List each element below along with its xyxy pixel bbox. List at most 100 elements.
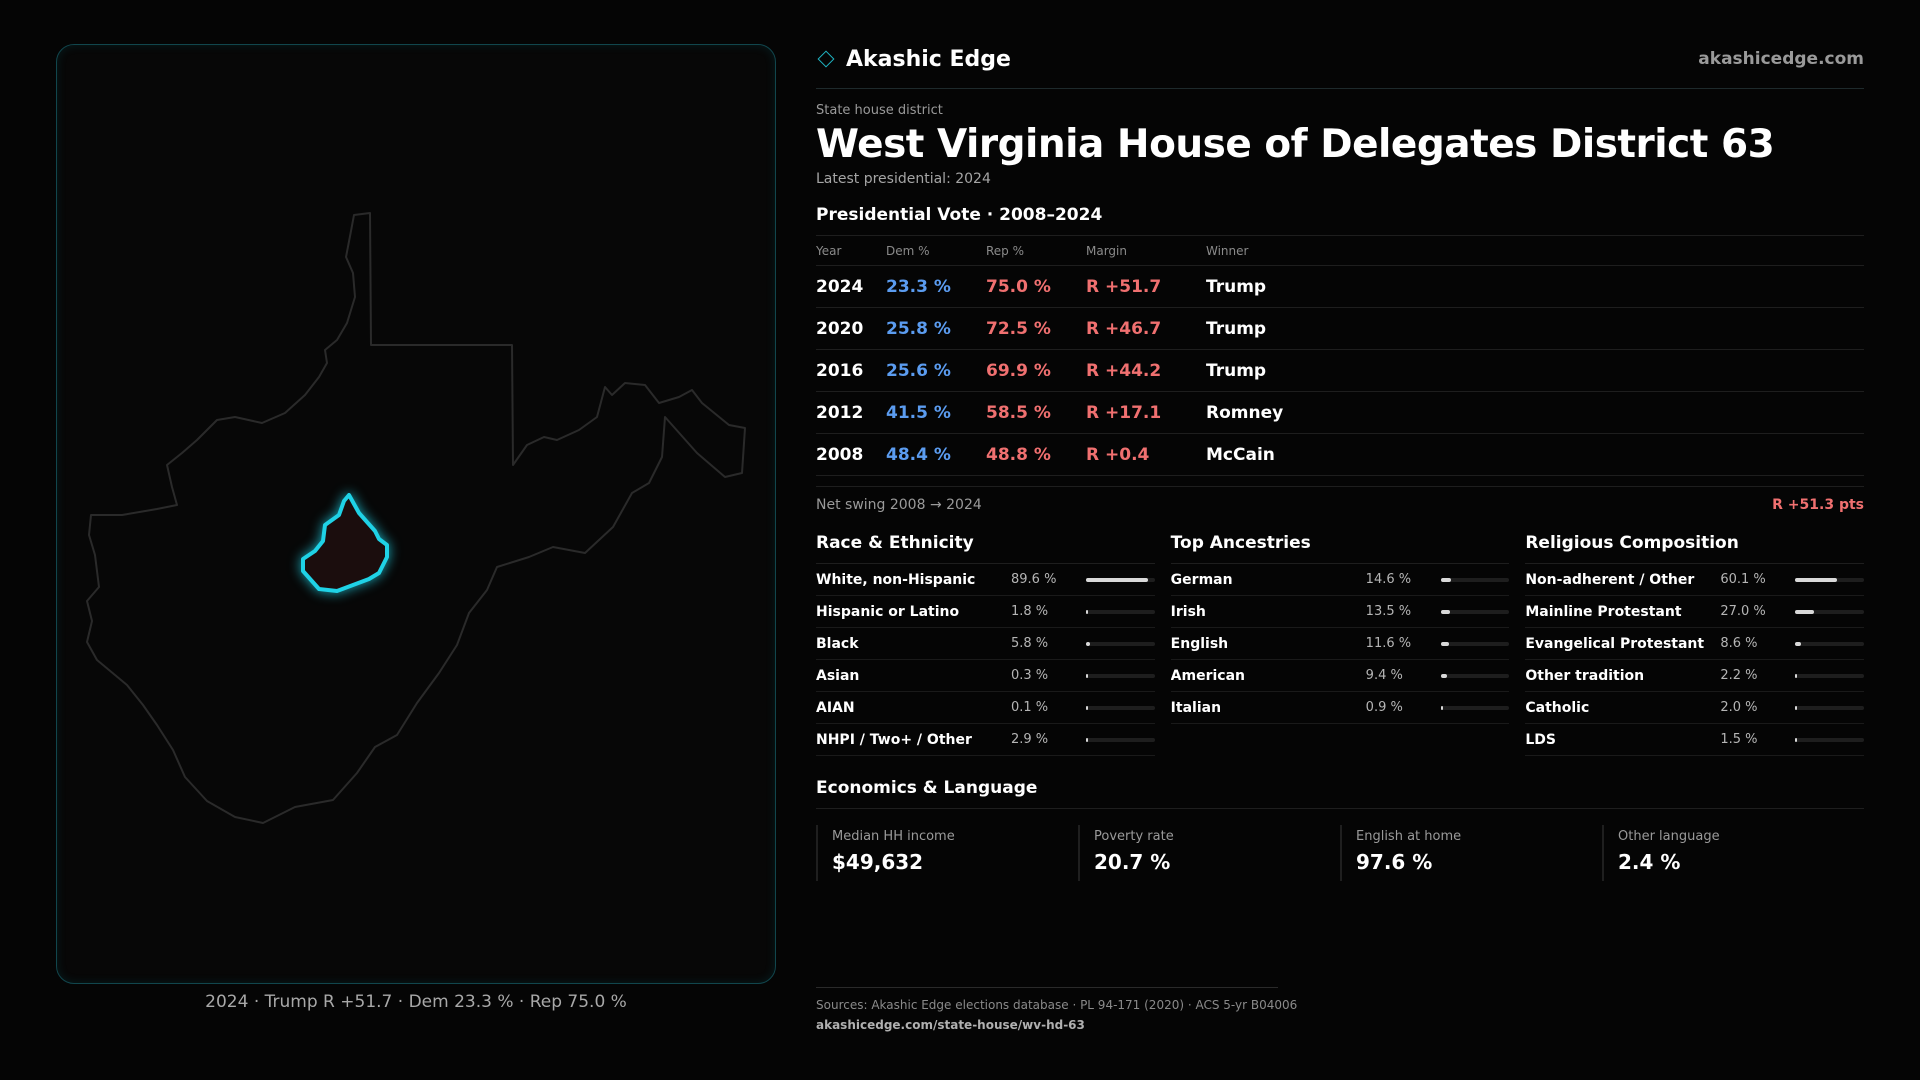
col-year: Year <box>816 235 886 266</box>
bar-track <box>1086 641 1155 646</box>
item-value: 2.9 % <box>1011 732 1049 747</box>
presidential-vote-table: Year Dem % Rep % Margin Winner 2024 23.3… <box>816 235 1864 476</box>
item-value: 11.6 % <box>1365 636 1412 651</box>
bar-track <box>1795 641 1865 646</box>
list-item: Mainline Protestant 27.0 % <box>1525 596 1865 628</box>
state-map <box>86 212 746 824</box>
item-value: 2.2 % <box>1720 668 1758 683</box>
item-label: White, non-Hispanic <box>816 571 976 588</box>
cell-rep: 69.9 % <box>986 349 1086 392</box>
econ-poverty-rate: Poverty rate 20.7 % <box>1078 825 1340 881</box>
divider <box>816 88 1864 89</box>
table-row: 2012 41.5 % 58.5 % R +17.1 Romney <box>816 391 1864 434</box>
cell-margin: R +51.7 <box>1086 265 1206 308</box>
econ-label: English at home <box>1356 829 1462 844</box>
item-label: Asian <box>816 667 860 684</box>
religious-composition-list: Non-adherent / Other 60.1 % Mainline Prote… <box>1525 563 1865 756</box>
cell-dem: 41.5 % <box>886 391 986 434</box>
bar-fill <box>1795 673 1798 678</box>
list-item: English 11.6 % <box>1170 628 1510 660</box>
bar-fill <box>1795 609 1814 614</box>
bar-track <box>1440 577 1510 582</box>
item-value: 14.6 % <box>1365 572 1412 587</box>
cell-dem: 23.3 % <box>886 265 986 308</box>
econ-value: 97.6 % <box>1356 850 1433 874</box>
cell-year: 2016 <box>816 349 886 392</box>
bar-fill <box>1795 705 1798 710</box>
bar-fill <box>1086 609 1088 614</box>
footer: Sources: Akashic Edge elections database… <box>816 987 1297 1032</box>
list-item: Black 5.8 % <box>816 628 1155 660</box>
net-swing-value: R +51.3 pts <box>1772 497 1864 513</box>
map-caption: 2024 · Trump R +51.7 · Dem 23.3 % · Rep … <box>205 992 627 1012</box>
item-value: 0.9 % <box>1365 700 1403 715</box>
item-value: 2.0 % <box>1720 700 1758 715</box>
col-rep: Rep % <box>986 235 1086 266</box>
bar-track <box>1795 673 1865 678</box>
bar-fill <box>1440 609 1450 614</box>
latest-presidential: Latest presidential: 2024 <box>816 171 991 187</box>
bar-fill <box>1086 673 1088 678</box>
top-ancestries-section: Top Ancestries German 14.6 % Irish 13.5 % En… <box>1170 533 1510 756</box>
list-item: Irish 13.5 % <box>1170 596 1510 628</box>
bar-fill <box>1440 641 1449 646</box>
econ-english-at-home: English at home 97.6 % <box>1340 825 1602 881</box>
item-label: NHPI / Two+ / Other <box>816 731 972 748</box>
item-label: Irish <box>1170 603 1206 620</box>
list-item: NHPI / Two+ / Other 2.9 % <box>816 724 1155 756</box>
item-label: Hispanic or Latino <box>816 603 960 620</box>
econ-label: Poverty rate <box>1094 829 1174 844</box>
item-label: Mainline Protestant <box>1525 603 1682 620</box>
district-63-shape[interactable] <box>301 493 389 593</box>
item-value: 27.0 % <box>1720 604 1766 619</box>
list-item: German 14.6 % <box>1170 564 1510 596</box>
cell-year: 2012 <box>816 391 886 434</box>
cell-margin: R +44.2 <box>1086 349 1206 392</box>
bar-track <box>1086 577 1155 582</box>
bar-track <box>1440 705 1510 710</box>
cell-year: 2008 <box>816 433 886 476</box>
item-label: English <box>1170 635 1229 652</box>
bar-track <box>1440 609 1510 614</box>
page-title: West Virginia House of Delegates Distric… <box>816 122 1775 167</box>
list-item: Evangelical Protestant 8.6 % <box>1525 628 1865 660</box>
list-item: Italian 0.9 % <box>1170 692 1510 724</box>
diamond-outline-icon <box>817 50 835 68</box>
brand-url[interactable]: akashicedge.com <box>1698 49 1864 69</box>
cell-rep: 75.0 % <box>986 265 1086 308</box>
table-header-row: Year Dem % Rep % Margin Winner <box>816 235 1864 266</box>
econ-label: Other language <box>1618 829 1720 844</box>
footer-url[interactable]: akashicedge.com/state-house/wv-hd-63 <box>816 1018 1085 1032</box>
bar-track <box>1795 737 1865 742</box>
item-label: Black <box>816 635 859 652</box>
religious-composition-title: Religious Composition <box>1525 533 1739 553</box>
item-label: AIAN <box>816 699 855 716</box>
item-label: Catholic <box>1525 699 1590 716</box>
econ-value: 20.7 % <box>1094 850 1171 874</box>
brand: Akashic Edge <box>816 47 1011 72</box>
top-ancestries-title: Top Ancestries <box>1170 533 1311 553</box>
religious-composition-section: Religious Composition Non-adherent / Oth… <box>1525 533 1865 756</box>
bar-fill <box>1086 705 1088 710</box>
demographics-grid: Race & Ethnicity White, non-Hispanic 89.6… <box>816 533 1865 756</box>
list-item: Non-adherent / Other 60.1 % <box>1525 564 1865 596</box>
bar-track <box>1795 609 1865 614</box>
list-item: AIAN 0.1 % <box>816 692 1155 724</box>
district-details: Akashic Edge akashicedge.com State house… <box>816 44 1865 881</box>
bar-fill <box>1086 737 1088 742</box>
cell-dem: 25.8 % <box>886 307 986 350</box>
list-item: Catholic 2.0 % <box>1525 692 1865 724</box>
bar-fill <box>1440 673 1448 678</box>
item-label: Evangelical Protestant <box>1525 635 1705 652</box>
item-value: 8.6 % <box>1720 636 1758 651</box>
cell-winner: McCain <box>1206 433 1864 476</box>
bar-track <box>1086 609 1155 614</box>
cell-winner: Trump <box>1206 307 1864 350</box>
item-label: Other tradition <box>1525 667 1645 684</box>
presidential-vote-title: Presidential Vote · 2008–2024 <box>816 205 1103 225</box>
race-ethnicity-section: Race & Ethnicity White, non-Hispanic 89.6… <box>816 533 1155 756</box>
item-value: 9.4 % <box>1365 668 1403 683</box>
race-ethnicity-title: Race & Ethnicity <box>816 533 974 553</box>
econ-value: 2.4 % <box>1618 850 1681 874</box>
bar-track <box>1086 673 1155 678</box>
